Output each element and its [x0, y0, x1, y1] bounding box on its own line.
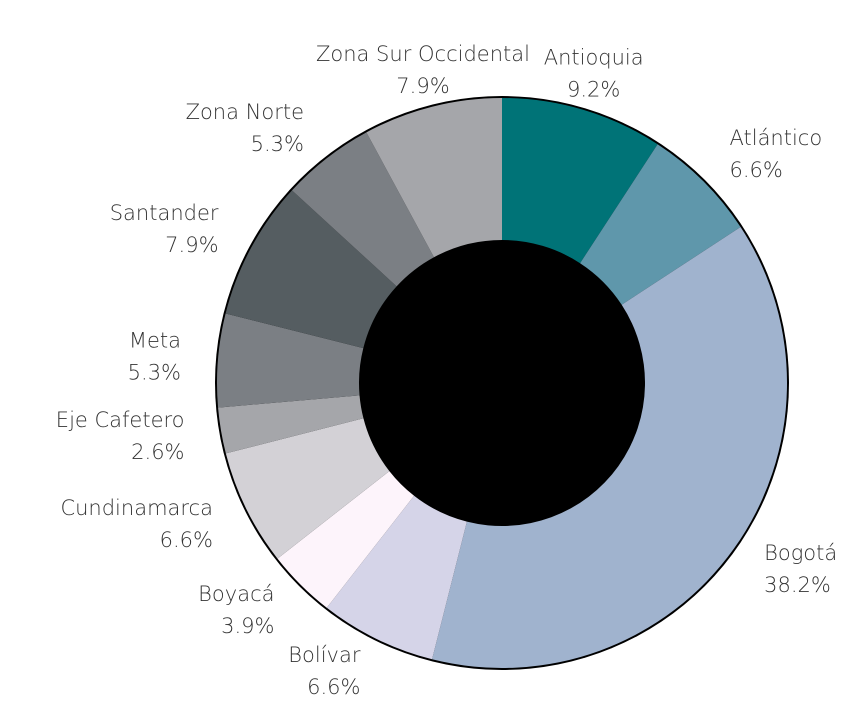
slice-label: Santander [110, 201, 219, 225]
slice-label: Bolívar [288, 643, 361, 667]
slice-value: 6.6% [730, 158, 783, 182]
donut-slice [225, 190, 397, 349]
donut-slice [277, 471, 415, 608]
slice-label: Meta [129, 328, 181, 352]
donut-slice [217, 313, 364, 408]
donut-slice [326, 495, 467, 660]
slice-value: 9.2% [567, 77, 620, 101]
slice-label: Zona Sur Occidental [316, 42, 530, 66]
donut-slice [291, 132, 434, 287]
donut-slice [580, 144, 741, 305]
slice-value: 7.9% [396, 74, 449, 98]
slice-label: Eje Cafetero [56, 408, 185, 432]
slice-value: 38.2% [764, 573, 831, 597]
donut-slice [218, 395, 364, 454]
slice-label: Atlántico [730, 126, 823, 150]
donut-slice [432, 227, 788, 668]
slice-label: Zona Norte [186, 100, 304, 124]
slice-value: 6.6% [160, 528, 213, 552]
donut-slice [225, 418, 390, 559]
slice-value: 2.6% [131, 440, 184, 464]
slice-value: 5.3% [128, 360, 181, 384]
slice-value: 3.9% [221, 614, 274, 638]
slice-label: Boyacá [198, 582, 274, 606]
donut-slice [502, 98, 658, 264]
donut-slice [366, 98, 502, 258]
slice-value: 6.6% [307, 675, 360, 699]
slice-label: Cundinamarca [60, 496, 213, 520]
slice-label: Bogotá [764, 541, 837, 565]
slice-label: Antioquia [544, 45, 644, 69]
slice-value: 7.9% [165, 233, 218, 257]
slice-value: 5.3% [251, 132, 304, 156]
